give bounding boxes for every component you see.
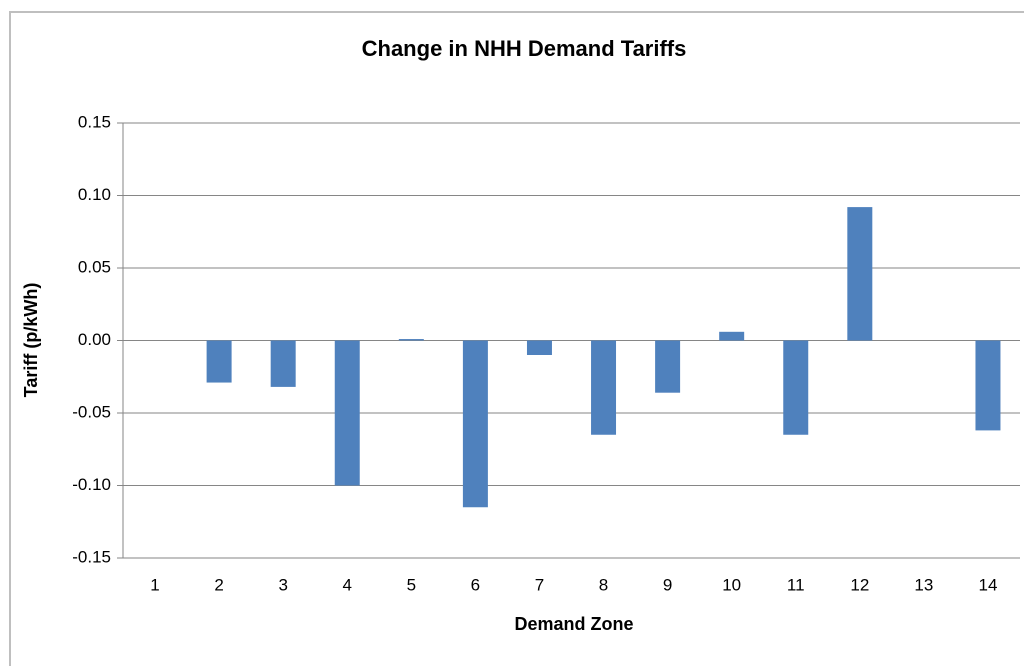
x-tick-label: 13	[914, 575, 933, 594]
x-tick-label: 4	[343, 575, 352, 594]
y-tick-label: -0.10	[72, 475, 111, 494]
y-tick-label: 0.05	[78, 257, 111, 276]
chart-title: Change in NHH Demand Tariffs	[362, 36, 687, 61]
bar	[975, 340, 1001, 431]
y-tick-label: 0.10	[78, 185, 111, 204]
bar	[398, 339, 424, 341]
bar	[783, 340, 809, 435]
x-tick-label: 12	[850, 575, 869, 594]
bar	[655, 340, 681, 393]
y-tick-label: 0.00	[78, 330, 111, 349]
x-tick-label: 6	[471, 575, 480, 594]
bar	[206, 340, 232, 383]
bar	[591, 340, 617, 435]
y-tick-label: -0.05	[72, 402, 111, 421]
x-tick-label: 8	[599, 575, 608, 594]
y-tick-label: 0.15	[78, 112, 111, 131]
x-tick-label: 10	[722, 575, 741, 594]
y-axis-title: Tariff (p/kWh)	[21, 283, 41, 398]
x-tick-label: 2	[214, 575, 223, 594]
bar	[334, 340, 360, 486]
bar	[719, 331, 745, 341]
y-tick-label: -0.15	[72, 547, 111, 566]
bar	[526, 340, 552, 355]
x-axis-title: Demand Zone	[514, 614, 633, 634]
bar	[270, 340, 296, 387]
x-tick-label: 3	[278, 575, 287, 594]
x-tick-label: 14	[979, 575, 998, 594]
x-tick-label: 9	[663, 575, 672, 594]
x-tick-label: 11	[787, 575, 805, 594]
x-tick-label: 5	[407, 575, 416, 594]
x-tick-label: 1	[150, 575, 159, 594]
bar	[462, 340, 488, 508]
x-tick-label: 7	[535, 575, 544, 594]
bar	[847, 207, 873, 341]
